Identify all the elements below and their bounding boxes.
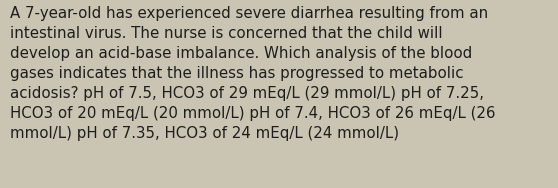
Text: A 7-year-old has experienced severe diarrhea resulting from an
intestinal virus.: A 7-year-old has experienced severe diar… (10, 6, 496, 141)
